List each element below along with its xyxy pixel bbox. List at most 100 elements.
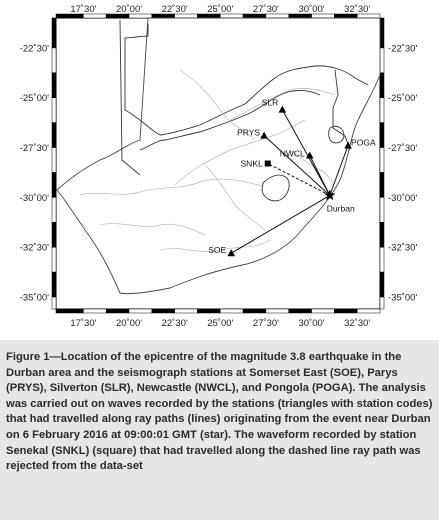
lon-tick-label: 27˚30' xyxy=(253,318,279,329)
lat-tick-label: -22˚30' xyxy=(388,43,417,54)
river-north xyxy=(179,69,256,141)
river-vaal xyxy=(174,119,306,186)
river-south xyxy=(159,239,271,252)
ray-path-poga xyxy=(329,145,349,196)
frame-bar-right xyxy=(379,197,385,223)
lon-tick-label: 17˚30' xyxy=(70,318,96,329)
station-snkl-square-marker xyxy=(264,160,271,167)
botswana-border xyxy=(124,24,276,136)
frame-bar-bottom xyxy=(197,308,221,314)
lon-tick-label: 32˚30' xyxy=(344,318,370,329)
lat-tick-label: -35˚00' xyxy=(20,293,49,304)
left-latitude-labels: -22˚30' -25˚00' -27˚30' -30˚00' -32˚30' -35˚0… xyxy=(20,43,49,303)
frame-border xyxy=(51,13,385,314)
lon-tick-label: 20˚00' xyxy=(116,4,142,15)
river-central xyxy=(204,164,266,231)
eswatini-border xyxy=(328,125,345,144)
epicentre-label: Durban xyxy=(327,203,355,213)
station-soe-triangle-marker xyxy=(227,249,236,257)
frame-bar-right xyxy=(379,296,385,310)
ray-path-nwcl xyxy=(309,155,331,196)
frame-bar-bottom xyxy=(311,308,335,314)
frame-bar-right xyxy=(379,97,385,123)
frame-bar-left xyxy=(51,172,57,198)
epicentre: Durban xyxy=(324,189,355,213)
frame-bar-right xyxy=(379,172,385,198)
frame-bar-right xyxy=(379,47,385,74)
lon-tick-label: 25˚00' xyxy=(207,318,233,329)
frame-bar-bottom xyxy=(174,308,198,314)
right-latitude-labels: -22˚30' -25˚00' -27˚30' -30˚00' -32˚30' -35˚0… xyxy=(388,43,417,303)
frame-bar-left xyxy=(51,122,57,148)
frame-bar-bottom xyxy=(242,308,267,314)
lon-tick-label: 25˚00' xyxy=(207,4,233,15)
lon-tick-label: 20˚00' xyxy=(116,318,142,329)
namibia-border xyxy=(119,19,141,176)
ray-paths xyxy=(230,109,349,254)
ray-path-snkl xyxy=(267,163,331,196)
caption-panel: Figure 1—Location of the epicentre of th… xyxy=(0,340,439,520)
epicentre-star-marker xyxy=(324,189,336,201)
south-africa-north-border xyxy=(139,90,321,151)
bottom-longitude-labels: 17˚30' 20˚00' 22˚30' 25˚00' 27˚30' 30˚00' 32˚3… xyxy=(70,318,370,329)
frame-bar-right xyxy=(379,222,385,248)
frame-bar-left xyxy=(51,296,57,310)
lat-tick-label: -32˚30' xyxy=(20,243,49,254)
frame-bar-bottom xyxy=(356,308,381,314)
lon-tick-label: 32˚30' xyxy=(344,4,370,15)
lat-tick-label: -25˚00' xyxy=(388,93,417,104)
frame-bar-right xyxy=(379,271,385,298)
lat-tick-label: -32˚30' xyxy=(388,243,417,254)
lon-tick-label: 27˚30' xyxy=(253,4,279,15)
frame-bar-left xyxy=(51,197,57,223)
frame-bar-bottom xyxy=(265,308,289,314)
figure-caption: Figure 1—Location of the epicentre of th… xyxy=(6,351,433,473)
lat-tick-label: -30˚00' xyxy=(20,193,49,204)
river-limpopo xyxy=(229,88,336,121)
frame-bar-right xyxy=(379,147,385,173)
frame-bar-bottom xyxy=(55,308,84,314)
station-poga-label: POGA xyxy=(351,138,376,148)
station-slr-triangle-marker xyxy=(278,105,287,113)
frame-bar-left xyxy=(51,246,57,273)
lesotho-border xyxy=(261,174,290,202)
frame-bar-right xyxy=(379,246,385,273)
lon-tick-label: 17˚30' xyxy=(70,4,96,15)
river-west xyxy=(99,223,206,236)
lat-tick-label: -25˚00' xyxy=(20,93,49,104)
lon-tick-label: 22˚30' xyxy=(162,318,188,329)
lat-tick-label: -27˚30' xyxy=(20,143,49,154)
station-poga-triangle-marker xyxy=(344,141,352,149)
lat-tick-label: -22˚30' xyxy=(20,43,49,54)
frame-bar-bottom xyxy=(151,308,175,314)
frame-bar-left xyxy=(51,271,57,298)
rivers xyxy=(79,69,336,252)
lon-tick-label: 22˚30' xyxy=(162,4,188,15)
frame-bar-bottom xyxy=(220,308,244,314)
frame-bar-left xyxy=(51,222,57,248)
frame-bar-bottom xyxy=(288,308,312,314)
ray-path-prys xyxy=(263,135,331,196)
country-borders xyxy=(119,19,369,202)
station-nwcl-triangle-marker xyxy=(305,151,314,159)
lon-tick-label: 30˚00' xyxy=(298,318,324,329)
frame-bar-right xyxy=(379,72,385,98)
frame-bar-right xyxy=(379,122,385,148)
ray-path-slr xyxy=(281,109,331,196)
frame-bar-bottom xyxy=(128,308,153,314)
lon-tick-label: 30˚00' xyxy=(298,4,324,15)
frame-bar-left xyxy=(51,17,57,49)
mozambique-border xyxy=(332,69,351,151)
frame-bar-left xyxy=(51,147,57,173)
map: SLR PRYS NWCL POGA SOE SNKL Durban 17˚30' 20˚0… xyxy=(20,4,418,329)
river-east xyxy=(289,149,334,184)
station-prys-triangle-marker xyxy=(260,131,268,139)
river-orange xyxy=(79,178,263,196)
frame-bar-left xyxy=(51,47,57,74)
lat-tick-label: -35˚00' xyxy=(388,293,417,304)
station-slr-label: SLR xyxy=(262,98,279,108)
station-nwcl-label: NWCL xyxy=(280,149,305,159)
frame-bar-right xyxy=(379,17,385,49)
stations: SLR PRYS NWCL POGA SOE SNKL xyxy=(208,98,376,257)
